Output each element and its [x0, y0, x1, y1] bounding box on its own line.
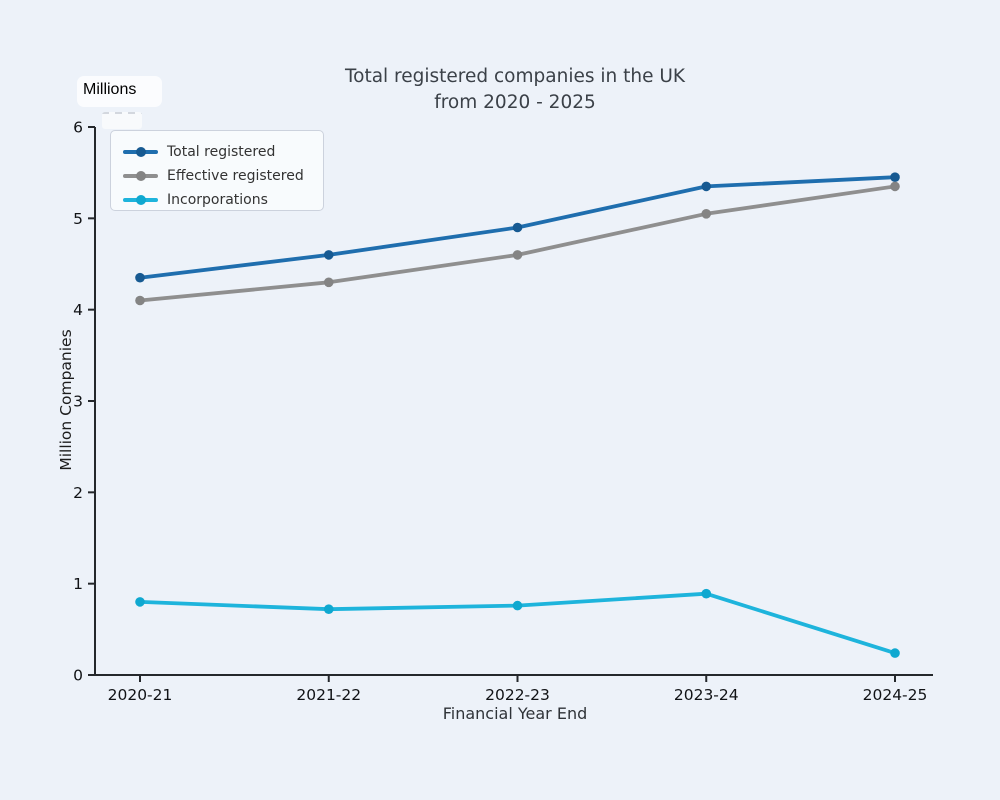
legend-item-total-registered: Total registered	[123, 140, 323, 164]
series-point-effective-registered	[135, 295, 145, 306]
series-point-effective-registered	[323, 277, 334, 288]
series-point-incorporations	[512, 600, 523, 611]
x-axis-label: Financial Year End	[442, 704, 588, 723]
legend-line-marker-icon	[123, 147, 158, 157]
x-tick-label: 2024-25	[863, 686, 928, 704]
series-point-incorporations	[323, 604, 334, 614]
legend-label: Effective registered	[167, 168, 304, 184]
y-tick-label: 0	[73, 667, 83, 685]
series-point-effective-registered	[512, 250, 523, 260]
x-tick-label: 2023-24	[674, 686, 739, 704]
legend-label: Incorporations	[167, 192, 268, 208]
legend-item-incorporations: Incorporations	[123, 188, 323, 212]
series-point-total-registered	[512, 222, 523, 233]
series-point-total-registered	[890, 172, 900, 182]
legend-line-marker-icon	[123, 195, 158, 205]
erased-label-remnant	[102, 112, 142, 129]
series-point-incorporations	[701, 588, 712, 599]
legend-item-effective-registered: Effective registered	[123, 164, 323, 188]
chart-legend: Total registered Effective registered In…	[110, 130, 324, 211]
y-tick-label: 4	[73, 301, 83, 319]
x-tick-label: 2022-23	[485, 686, 550, 704]
series-point-effective-registered	[890, 181, 900, 192]
series-point-incorporations	[135, 597, 145, 607]
y-axis-label: Million Companies	[57, 329, 75, 471]
series-point-incorporations	[890, 648, 900, 658]
y-tick-label: 6	[73, 119, 83, 137]
chart-title: Total registered companies in the UK fro…	[95, 64, 935, 116]
series-point-effective-registered	[701, 209, 712, 219]
x-tick-label: 2021-22	[296, 686, 361, 704]
chart-title-line1: Total registered companies in the UK	[344, 66, 686, 87]
series-point-total-registered	[135, 272, 145, 283]
y-tick-label: 2	[73, 484, 83, 502]
series-point-total-registered	[323, 250, 334, 260]
y-tick-label: 3	[73, 393, 83, 411]
y-tick-label: 5	[73, 210, 83, 228]
chart-title-line2: from 2020 - 2025	[434, 92, 596, 113]
series-point-total-registered	[701, 181, 712, 192]
legend-line-marker-icon	[123, 171, 158, 181]
units-annotation: Millions	[77, 76, 163, 107]
x-tick-label: 2020-21	[108, 686, 173, 704]
y-tick-label: 1	[73, 575, 83, 593]
legend-label: Total registered	[167, 144, 276, 160]
